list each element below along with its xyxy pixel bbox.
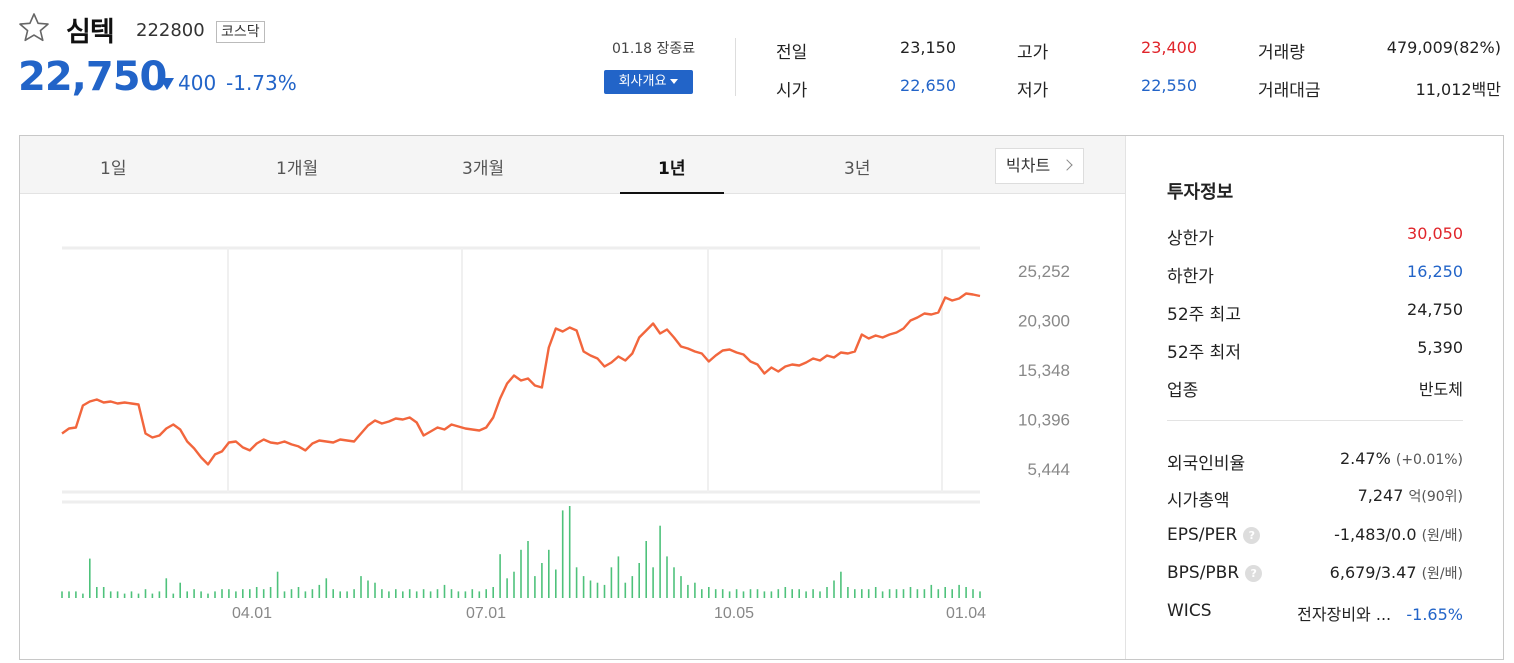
bps-pbr-value: 6,679/3.47 (1329, 563, 1417, 582)
price-chart: 04.01 07.01 10.05 01.04 25,252 20,300 15,348 10… (61, 246, 1070, 622)
eps-per-label: EPS/PER? (1167, 525, 1261, 545)
wics-change: -1.65% (1406, 605, 1463, 624)
x-tick-label: 10.05 (714, 605, 754, 622)
foreign-ratio-change: (+0.01%) (1395, 452, 1463, 468)
sector-value[interactable]: 반도체 (1418, 380, 1463, 399)
prev-close-value: 23,150 (900, 38, 956, 57)
big-chart-label: 빅차트 (1006, 156, 1051, 175)
tab-3y[interactable]: 3년 (844, 159, 871, 179)
foreign-ratio-value: 2.47% (1339, 449, 1391, 468)
market-cap-unit: 억 (1408, 489, 1422, 505)
eps-per-value: -1,483/0.0 (1334, 525, 1417, 544)
foreign-ratio-label: 외국인비율 (1167, 454, 1246, 474)
week52-low-value: 5,390 (1417, 338, 1463, 357)
foreign-ratio: 2.47% (+0.01%) (1340, 449, 1463, 468)
open-value: 22,650 (900, 76, 956, 95)
big-chart-button[interactable]: 빅차트 (995, 148, 1084, 184)
eps-per-label-text: EPS/PER (1167, 525, 1238, 545)
chart-panel: 1일 1개월 3개월 1년 3년 빅차트 04.01 07.01 10.05 01.0… (19, 135, 1504, 660)
investment-info-title: 투자정보 (1167, 182, 1234, 203)
prev-close-label: 전일 (776, 43, 808, 63)
open-label: 시가 (776, 81, 808, 101)
help-icon[interactable]: ? (1243, 526, 1261, 544)
trade-amount-label: 거래대금 (1258, 81, 1321, 101)
price-series-line (61, 292, 981, 466)
wics: 전자장비와 ... -1.65% (1297, 601, 1463, 625)
bps-pbr-label-text: BPS/PBR (1167, 563, 1240, 583)
price-change-percent: -1.73% (226, 71, 297, 95)
company-overview-button[interactable]: 회사개요 (604, 70, 693, 94)
caret-down-icon (670, 79, 679, 84)
market-cap-label: 시가총액 (1167, 491, 1230, 511)
price-change: 400 (178, 71, 217, 95)
current-price: 22,750 (18, 54, 167, 100)
period-tabs: 1일 1개월 3개월 1년 3년 빅차트 (20, 136, 1126, 194)
trade-amount-value: 11,012백만 (1415, 80, 1501, 99)
eps-per: -1,483/0.0 (원/배) (1334, 525, 1463, 545)
help-icon[interactable]: ? (1245, 564, 1263, 582)
x-tick-label: 04.01 (232, 605, 272, 622)
tab-1d[interactable]: 1일 (100, 159, 127, 179)
market-badge: 코스닥 (216, 21, 265, 43)
volume-value: 479,009(82%) (1386, 38, 1501, 57)
tab-1m[interactable]: 1개월 (276, 159, 319, 179)
divider (1167, 420, 1463, 421)
market-cap-value: 7,247 (1357, 486, 1404, 505)
active-tab-indicator (620, 192, 724, 194)
market-close-status: 01.18 장종료 (612, 41, 696, 57)
y-tick-label: 10,396 (1018, 411, 1070, 430)
high-label: 고가 (1017, 43, 1049, 63)
y-tick-label: 25,252 (1018, 262, 1070, 281)
y-tick-label: 5,444 (1027, 460, 1070, 479)
low-value: 22,550 (1141, 76, 1197, 95)
week52-high-label: 52주 최고 (1167, 305, 1241, 325)
tab-1y[interactable]: 1년 (658, 159, 686, 179)
lower-limit-value: 16,250 (1407, 262, 1463, 281)
y-tick-label: 20,300 (1018, 312, 1070, 331)
market-cap: 7,247 억(90위) (1358, 486, 1463, 506)
week52-high-value: 24,750 (1407, 300, 1463, 319)
bps-pbr: 6,679/3.47 (원/배) (1330, 563, 1463, 583)
eps-per-unit: (원/배) (1421, 528, 1463, 544)
y-tick-label: 15,348 (1018, 361, 1070, 380)
high-value: 23,400 (1141, 38, 1197, 57)
x-tick-label: 01.04 (946, 605, 986, 622)
volume-label: 거래량 (1258, 43, 1305, 63)
lower-limit-label: 하한가 (1167, 267, 1214, 287)
x-tick-label: 07.01 (466, 605, 506, 622)
low-label: 저가 (1017, 81, 1049, 101)
wics-sector[interactable]: 전자장비와 ... (1297, 605, 1392, 624)
divider (735, 38, 736, 96)
sector-label: 업종 (1167, 381, 1199, 401)
divider (1125, 136, 1126, 659)
favorite-star-icon[interactable] (18, 12, 50, 44)
wics-label: WICS (1167, 601, 1212, 621)
upper-limit-label: 상한가 (1167, 229, 1214, 249)
bps-pbr-unit: (원/배) (1421, 566, 1463, 582)
stock-code: 222800 (136, 20, 205, 41)
upper-limit-value: 30,050 (1407, 224, 1463, 243)
tab-3m[interactable]: 3개월 (462, 159, 505, 179)
stock-name: 심텍 (66, 17, 115, 48)
company-overview-label: 회사개요 (618, 74, 667, 89)
bps-pbr-label: BPS/PBR? (1167, 563, 1263, 583)
down-triangle-icon (160, 78, 174, 90)
week52-low-label: 52주 최저 (1167, 343, 1241, 363)
market-cap-rank: (90위) (1421, 489, 1463, 505)
